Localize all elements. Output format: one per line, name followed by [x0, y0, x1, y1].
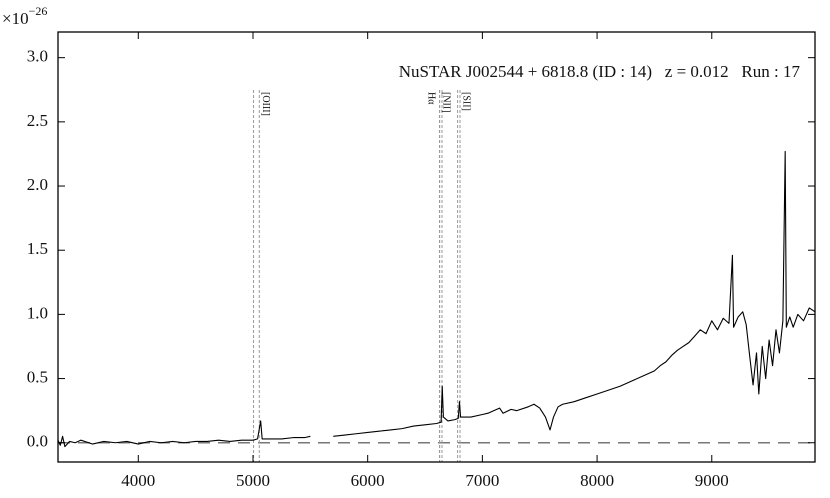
multiplier-base: ×10	[2, 9, 29, 28]
y-multiplier: ×10−26	[2, 4, 47, 28]
x-tick-label: 9000	[695, 471, 729, 490]
y-tick-label: 3.0	[27, 47, 48, 66]
y-tick-label: 2.5	[27, 111, 48, 130]
y-tick-label: 1.5	[27, 239, 48, 258]
y-tick-label: 0.5	[27, 367, 48, 386]
x-tick-label: 5000	[236, 471, 270, 490]
emission-line-label: Hα	[425, 92, 436, 105]
spectrum-line	[57, 150, 816, 448]
y-tick-label: 1.0	[27, 303, 48, 322]
x-tick-label: 6000	[351, 471, 385, 490]
emission-line-label: [SII]	[461, 92, 472, 111]
multiplier-exponent: −26	[29, 4, 48, 18]
emission-line-label: [OIII]	[260, 92, 271, 116]
plot-frame	[57, 31, 816, 463]
y-tick-label: 0.0	[27, 432, 48, 451]
x-tick-label: 8000	[580, 471, 614, 490]
emission-line-label: [NII]	[441, 92, 452, 113]
x-tick-label: 7000	[465, 471, 499, 490]
x-tick-label: 4000	[121, 471, 155, 490]
y-tick-label: 2.0	[27, 175, 48, 194]
annotation: NuSTAR J002544 + 6818.8 (ID : 14) z = 0.…	[399, 62, 801, 81]
